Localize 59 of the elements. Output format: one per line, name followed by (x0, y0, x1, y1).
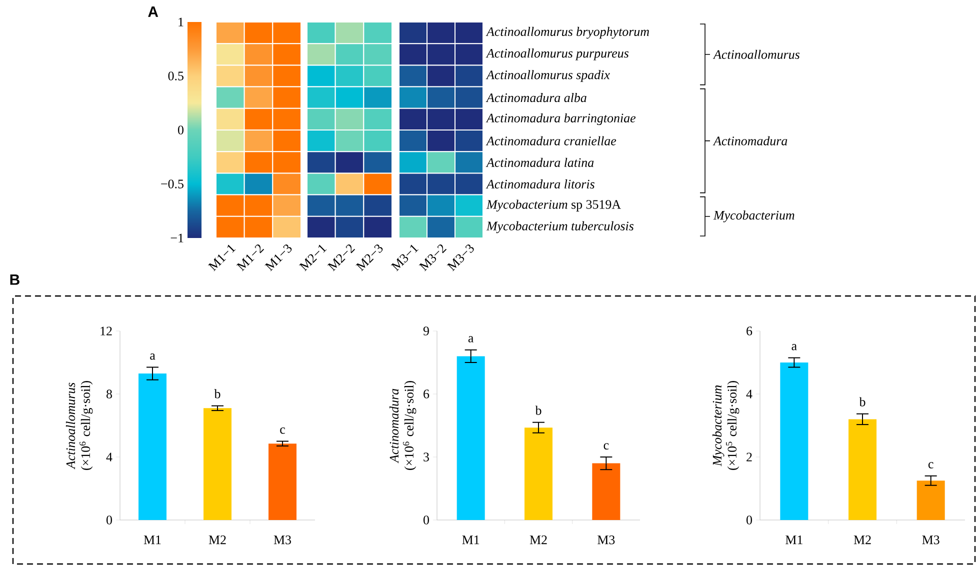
annotation: a (150, 354, 156, 360)
color-bar-label: 0 (178, 126, 184, 134)
y-tick-label: Actinoallomurus purpureus (486, 48, 628, 60)
chart-title: A (148, 6, 158, 17)
text: Mycobacterium (713, 210, 794, 222)
y-tick-label: Actinomadura latina (486, 158, 594, 167)
annotation: b (214, 389, 220, 398)
bar (780, 362, 808, 520)
annotation: c (928, 462, 934, 468)
bar (456, 356, 485, 520)
bar (592, 463, 620, 520)
annotation: c (280, 427, 285, 434)
annotation: b (859, 397, 866, 406)
bar (524, 428, 553, 520)
text: Actinomadura (712, 136, 788, 146)
color-bar-label: −1 (170, 234, 184, 242)
y-tick-label: Actinoallomurus spadix (486, 70, 610, 82)
y-tick-label: 4 (106, 452, 112, 462)
y-tick-label: Mycobacterium sp 3519A (486, 200, 621, 212)
x-tick-label: M2 (530, 536, 547, 544)
bar (268, 444, 296, 520)
text: Actinoallomurus (712, 50, 800, 59)
x-tick-label: M1 (462, 536, 480, 544)
x-tick-label: M3 (922, 536, 940, 544)
bar (916, 480, 945, 520)
x-tick-label: M3 (274, 536, 291, 544)
y-tick-label: Actinomadura litoris (486, 179, 594, 189)
y-tick-label: Mycobacterium tuberculosis (486, 221, 634, 234)
y-tick-label: Actinoallomurus bryophytorum (486, 26, 649, 39)
x-tick-label: M1 (786, 536, 802, 544)
y-tick-label: 6 (746, 326, 752, 336)
x-tick-label: M2 (208, 536, 226, 544)
x-tick-label: M2 (854, 536, 871, 544)
y-tick-label: 0 (106, 516, 112, 524)
y-tick-label: 0 (746, 516, 752, 524)
color-bar-label: −0.5 (161, 180, 184, 188)
bar (848, 419, 877, 520)
x-tick-label: M1 (144, 536, 161, 544)
color-bar-label: 0.5 (168, 72, 184, 80)
y-tick-label: 2 (746, 452, 752, 462)
y-tick-label: 12 (100, 326, 112, 336)
y-tick-label: Actinomadura barringtoniae (486, 113, 636, 126)
annotation: a (468, 336, 474, 342)
y-tick-label: 9 (423, 326, 429, 336)
annotation: b (535, 406, 542, 415)
chart-title: B (10, 274, 20, 285)
color-bar-label: 1 (178, 18, 184, 26)
y-tick-label: 8 (106, 390, 112, 398)
y-tick-label: 3 (424, 452, 429, 462)
x-tick-label: M3 (598, 536, 615, 544)
bar (204, 408, 232, 520)
y-tick-label: Actinomadura craniellae (486, 136, 616, 146)
y-tick-label: 4 (746, 390, 752, 398)
y-tick-label: 0 (424, 516, 429, 524)
annotation: a (792, 344, 797, 350)
annotation: c (604, 443, 609, 450)
bar (138, 374, 166, 520)
y-tick-label: Actinomadura alba (486, 93, 586, 102)
y-tick-label: 6 (424, 390, 430, 398)
